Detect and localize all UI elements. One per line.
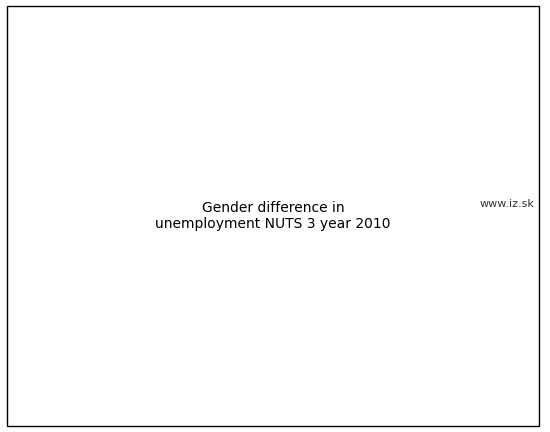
Text: www.iz.sk: www.iz.sk (480, 200, 535, 210)
Text: Gender difference in
unemployment NUTS 3 year 2010: Gender difference in unemployment NUTS 3… (156, 201, 391, 231)
